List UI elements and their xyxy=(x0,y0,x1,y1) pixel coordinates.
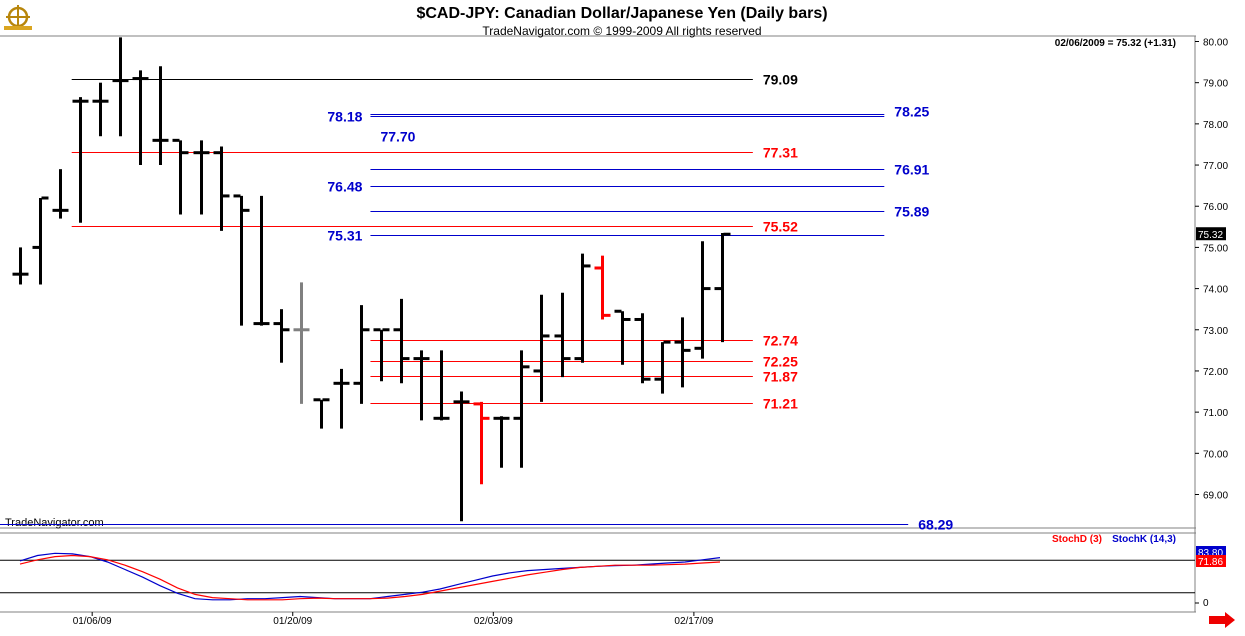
level-label: 77.31 xyxy=(763,145,798,161)
ohlc-bar xyxy=(473,401,490,485)
ohlc-bar xyxy=(72,97,89,223)
watermark: TradeNavigator.com xyxy=(5,517,104,529)
level-label: 76.91 xyxy=(894,162,929,178)
ohlc-bar xyxy=(574,253,591,363)
price-tick-label: 69.00 xyxy=(1203,491,1228,502)
ohlc-bar xyxy=(433,350,450,421)
chart-title: $CAD-JPY: Canadian Dollar/Japanese Yen (… xyxy=(416,5,827,22)
logo-icon xyxy=(4,5,32,30)
scroll-right-icon[interactable] xyxy=(1208,612,1236,628)
date-tick-label: 01/20/09 xyxy=(273,616,312,627)
last-price-label: 02/06/2009 = 75.32 (+1.31) xyxy=(1055,38,1176,49)
date-axis: 01/06/09 01/20/09 02/03/09 02/17/09 xyxy=(73,612,714,627)
stoch-value-tag xyxy=(1196,555,1226,567)
stoch-value-tag-text: 83.80 xyxy=(1198,548,1223,559)
price-tick-label: 78.00 xyxy=(1203,120,1228,131)
level-label: 78.18 xyxy=(327,109,362,125)
last-price-tag-text: 75.32 xyxy=(1198,230,1223,241)
price-tick-label: 75.00 xyxy=(1203,243,1228,254)
price-tick-label: 80.00 xyxy=(1203,38,1228,49)
ohlc-bar xyxy=(554,292,571,378)
level-label: 75.31 xyxy=(327,228,362,244)
ohlc-bar xyxy=(92,82,109,137)
ohlc-bar xyxy=(333,368,350,429)
stoch-k-legend: StochK (14,3) xyxy=(1112,534,1176,545)
ohlc-bar xyxy=(193,140,210,215)
price-axis: 80.00 79.00 78.00 77.00 76.00 75.00 74.00 73.00… xyxy=(1195,38,1228,502)
level-label: 75.52 xyxy=(763,219,798,235)
date-tick-label: 02/17/09 xyxy=(674,616,713,627)
ohlc-bar xyxy=(594,255,611,320)
ohlc-bar xyxy=(533,294,550,402)
date-tick-label: 02/03/09 xyxy=(474,616,513,627)
ohlc-bar xyxy=(614,309,631,365)
level-label: 79.09 xyxy=(763,72,798,88)
ohlc-bar xyxy=(714,232,731,343)
ohlc-bar xyxy=(694,241,711,359)
price-tick-label: 72.00 xyxy=(1203,367,1228,378)
level-label: 72.25 xyxy=(763,354,798,370)
level-label: 71.21 xyxy=(763,396,798,412)
price-tick-label: 77.00 xyxy=(1203,161,1228,172)
ohlc-bar xyxy=(493,416,510,468)
stoch-d-legend: StochD (3) xyxy=(1052,534,1102,545)
ohlc-bar xyxy=(152,66,169,166)
level-label: 75.89 xyxy=(894,204,929,220)
price-tick-label: 74.00 xyxy=(1203,285,1228,296)
ohlc-bar xyxy=(32,196,49,285)
stoch-tick-label: 0 xyxy=(1203,598,1209,609)
ohlc-bar xyxy=(373,328,390,382)
level-label: 71.87 xyxy=(763,369,798,385)
ohlc-bar xyxy=(233,194,250,326)
stochastic-axis: 0 xyxy=(1195,598,1209,609)
ohlc-bar xyxy=(293,282,310,404)
price-tick-label: 79.00 xyxy=(1203,79,1228,90)
price-tick-label: 71.00 xyxy=(1203,408,1228,419)
ohlc-bar xyxy=(172,138,189,215)
level-label: 78.25 xyxy=(894,104,929,120)
ohlc-bar xyxy=(453,391,470,522)
ohlc-bar xyxy=(393,298,410,384)
level-label: 76.48 xyxy=(327,179,362,195)
ohlc-bar xyxy=(112,37,129,137)
ohlc-bar xyxy=(353,305,370,404)
price-levels: 79.09 78.25 78.18 77.70 77.31 76.91 76.48 75.89… xyxy=(0,72,953,533)
level-label: 68.29 xyxy=(918,517,953,533)
ohlc-bar xyxy=(313,398,330,429)
ohlc-bar xyxy=(674,317,691,388)
stochastic-grid xyxy=(0,559,1195,594)
ohlc-bar xyxy=(213,146,230,231)
ohlc-bar xyxy=(52,169,69,219)
price-tick-label: 73.00 xyxy=(1203,326,1228,337)
ohlc-bar xyxy=(253,195,270,326)
ohlc-bars xyxy=(12,37,731,522)
price-panel-frame xyxy=(0,35,1196,613)
last-price-tag: 75.32 xyxy=(1196,227,1226,241)
price-tick-label: 70.00 xyxy=(1203,449,1228,460)
stochastic-lines xyxy=(19,552,721,601)
ohlc-bar xyxy=(413,350,430,421)
price-tick-label: 76.00 xyxy=(1203,202,1228,213)
stoch-value-tag-text: 71.86 xyxy=(1198,557,1223,568)
level-label: 72.74 xyxy=(763,333,798,349)
ohlc-bar xyxy=(634,313,651,384)
ohlc-bar xyxy=(132,70,149,166)
ohlc-bar xyxy=(12,247,29,285)
ohlc-bar xyxy=(273,309,290,363)
stoch-d-line xyxy=(19,554,721,601)
ohlc-bar xyxy=(513,350,530,468)
level-label: 77.70 xyxy=(380,129,415,145)
date-tick-label: 01/06/09 xyxy=(73,616,112,627)
ohlc-bar xyxy=(654,340,671,394)
copyright-text: TradeNavigator.com © 1999-2009 All right… xyxy=(482,24,761,38)
